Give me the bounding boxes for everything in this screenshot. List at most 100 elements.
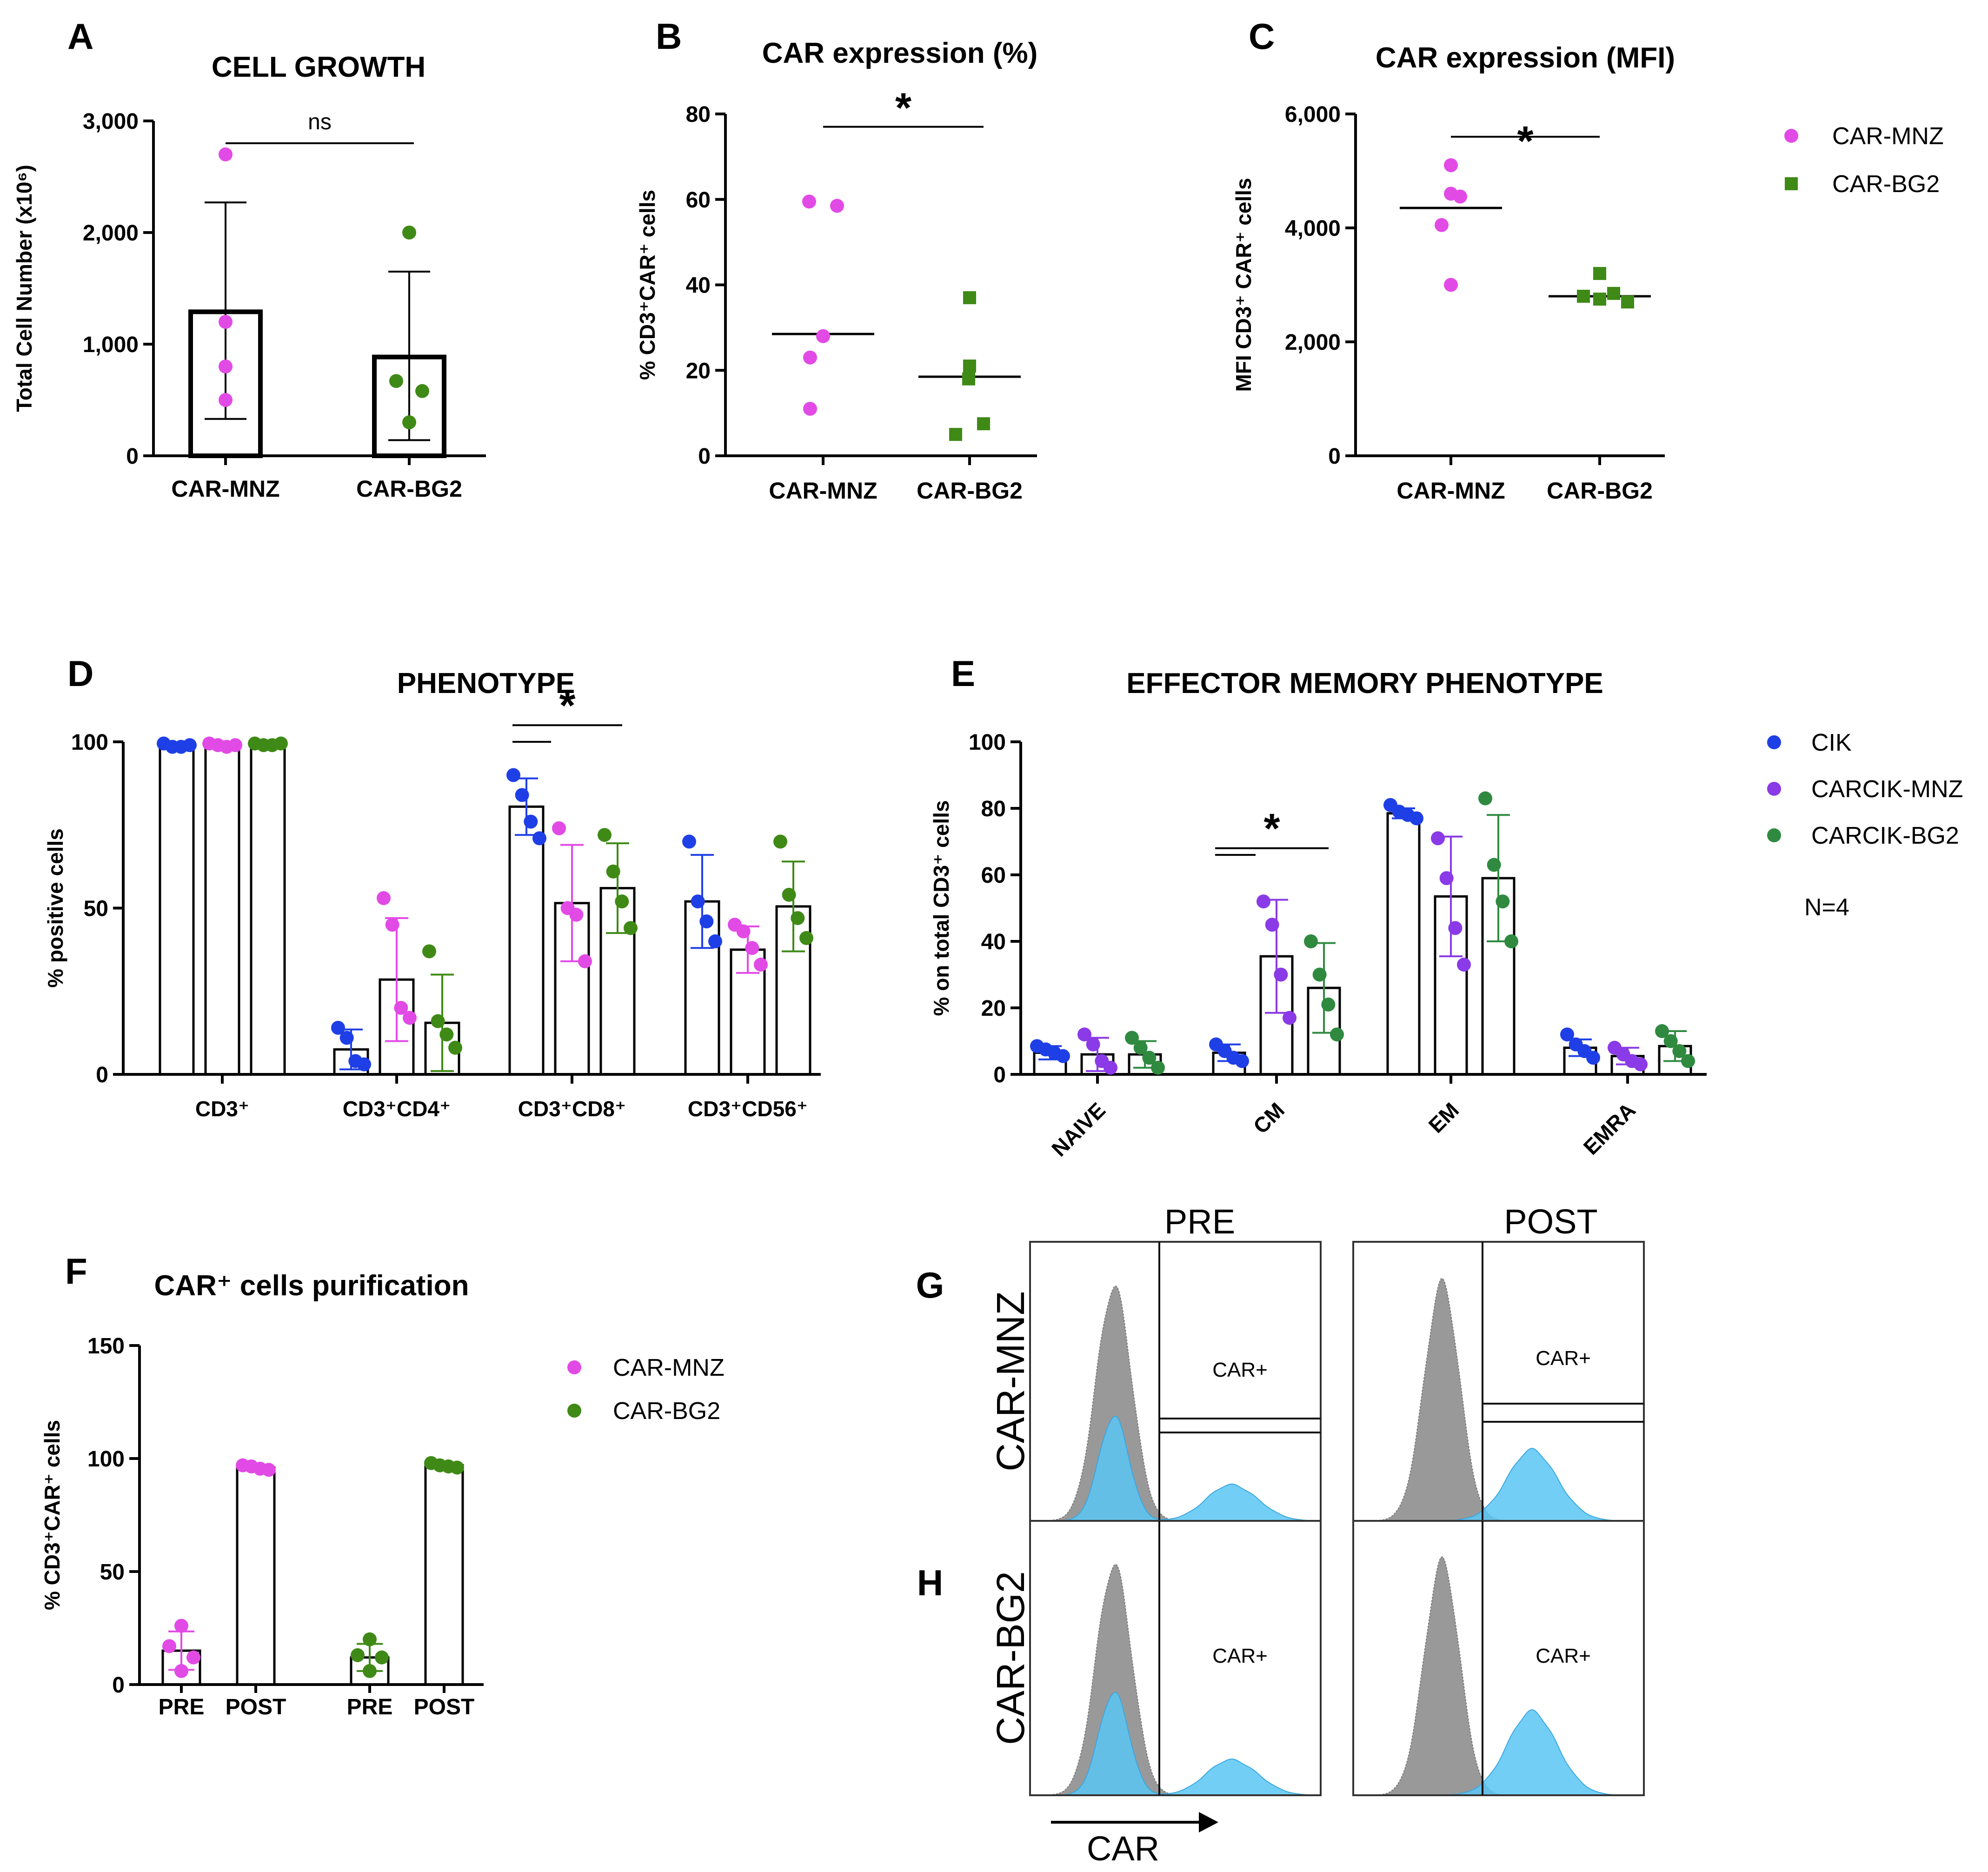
histogram-car [1353, 1447, 1644, 1522]
data-point [830, 199, 844, 213]
flow-plot-r0c1: CAR+ [1352, 1241, 1645, 1522]
data-point [1439, 871, 1454, 886]
data-point [736, 924, 751, 939]
histogram-control [1353, 1556, 1644, 1796]
data-point [262, 1463, 276, 1477]
y-tick-label: 20 [686, 359, 711, 383]
legend-marker [567, 1360, 581, 1374]
data-point [1593, 267, 1606, 280]
significance-1-label: * [559, 682, 575, 729]
data-point [569, 907, 584, 922]
data-point [1504, 934, 1518, 948]
data-point [377, 891, 391, 906]
plot-frame [1029, 1241, 1322, 1522]
data-point [431, 1014, 445, 1028]
significance-label: ns [308, 110, 332, 134]
data-point [691, 894, 705, 909]
data-point [274, 736, 288, 751]
y-tick-label: 50 [84, 897, 108, 921]
y-axis-label: MFI CD3⁺ CAR⁺ cells [1231, 178, 1256, 392]
x-tick-label: CD3⁺ [195, 1097, 249, 1121]
legend-marker [1785, 177, 1798, 190]
gate-label: CAR+ [1536, 1347, 1591, 1370]
y-tick-label: 80 [981, 797, 1006, 821]
data-point [977, 417, 990, 431]
x-tick-label: CM [1249, 1098, 1289, 1138]
legend-marker [1767, 735, 1781, 749]
data-point [754, 958, 768, 972]
data-point [963, 291, 976, 305]
series-carcik-mnz [1077, 831, 1648, 1076]
data-point [1448, 921, 1463, 935]
data-point [1586, 1051, 1600, 1065]
x-tick-label: CD3⁺CD8⁺ [518, 1097, 626, 1121]
significance-label: * [895, 85, 911, 132]
data-point [1634, 1057, 1648, 1072]
data-point [1560, 1027, 1574, 1042]
y-axis-label: % on total CD3⁺ cells [929, 800, 953, 1016]
data-point [219, 393, 233, 407]
panel-letter: D [67, 653, 93, 694]
data-point [962, 372, 975, 386]
panel-f: 0 50 100 150 % CD3⁺CAR⁺ cells F CAR⁺ cells pur… [40, 1251, 725, 1719]
chart-title: CAR expression (%) [762, 37, 1038, 69]
histogram-car [1030, 1692, 1321, 1796]
legend: CAR-MNZ CAR-BG2 [567, 1354, 725, 1425]
y-tick-label: 0 [96, 1063, 108, 1087]
data-point [1435, 218, 1449, 232]
data-point [357, 1057, 371, 1072]
data-point [773, 834, 787, 849]
y-tick-label: 3,000 [83, 109, 139, 134]
y-tick-label: 0 [112, 1673, 125, 1698]
data-point [415, 384, 429, 398]
data-point [1151, 1060, 1165, 1075]
chart-title: CAR expression (MFI) [1376, 42, 1675, 74]
data-point [791, 911, 805, 925]
x-tick-label: CAR-MNZ [1396, 478, 1505, 504]
data-point [183, 738, 197, 753]
panel-letter: F [65, 1251, 87, 1292]
y-tick-label: 80 [686, 102, 711, 127]
y-tick-label: 0 [698, 444, 711, 469]
data-point [1077, 1027, 1091, 1042]
y-tick-label: 40 [686, 273, 711, 298]
chart-title: CELL GROWTH [212, 51, 426, 83]
significance-label: * [1517, 118, 1533, 165]
data-point [1478, 791, 1492, 806]
data-point [422, 944, 436, 959]
panel-letter: C [1249, 16, 1275, 57]
series-carcik-bg2 [248, 736, 813, 1076]
data-point [1142, 1051, 1157, 1065]
chart-title: EFFECTOR MEMORY PHENOTYPE [1126, 667, 1603, 700]
bar [250, 744, 286, 1076]
histogram-control [1030, 1563, 1321, 1796]
data-point [606, 864, 620, 879]
x-tick-label: CD3⁺CD4⁺ [343, 1097, 451, 1121]
data-point [1321, 997, 1336, 1012]
flow-plot-r1c1: CAR+ [1352, 1403, 1645, 1796]
panel-letter: H [917, 1562, 943, 1603]
data-point [1607, 286, 1620, 300]
data-point [803, 350, 817, 365]
legend-label: CIK [1811, 729, 1852, 756]
y-tick-label: 60 [981, 863, 1006, 888]
data-point [439, 1027, 454, 1042]
data-point [803, 401, 817, 416]
data-point [351, 1648, 365, 1662]
legend-label: CAR-BG2 [1832, 171, 1940, 198]
flow-plot-r0c0: CAR+ [1029, 1241, 1322, 1522]
panel-letter: G [916, 1265, 944, 1306]
y-tick-label: 0 [1328, 444, 1341, 469]
data-point [745, 941, 759, 955]
data-point [389, 374, 403, 388]
y-tick-label: 4,000 [1285, 216, 1341, 241]
sample-size-note: N=4 [1804, 894, 1849, 921]
data-point [1133, 1040, 1148, 1055]
data-point [515, 788, 529, 802]
panel-letter: B [656, 16, 682, 57]
data-point [385, 918, 399, 932]
data-point [1265, 918, 1279, 932]
data-point [802, 194, 816, 209]
data-point [1104, 1060, 1117, 1075]
data-point [162, 1639, 176, 1653]
